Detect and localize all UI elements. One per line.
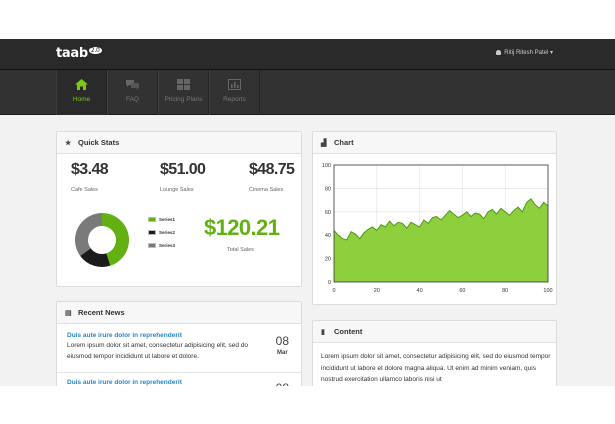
x-tick-label: 40 xyxy=(417,288,423,294)
star-icon: ★ xyxy=(65,140,72,147)
nav-label-faq: FAQ xyxy=(125,96,139,103)
nav-item-faq[interactable]: FAQ xyxy=(107,70,158,115)
donut-slice-series3 xyxy=(75,213,102,256)
y-tick-label: 100 xyxy=(322,163,331,169)
chevron-down-icon: ▾ xyxy=(549,50,553,56)
news-title-link[interactable]: Duis aute irure dolor in reprehenderit xyxy=(67,379,182,386)
legend-series3: Series3 xyxy=(148,243,175,248)
main-nav: Home FAQ Pricing Plans Reports xyxy=(0,70,615,115)
user-menu[interactable]: Ritij Ritesh Patel ▾ xyxy=(496,49,553,56)
dashboard-frame: taab 2.0 Ritij Ritesh Patel ▾ Home FAQ Pr… xyxy=(0,39,615,386)
stat-label: Cafe Sales xyxy=(71,187,98,193)
nav-label-reports: Reports xyxy=(223,96,246,103)
stat-cinema: $48.75 Cinema Sales xyxy=(249,161,295,193)
nav-label-home: Home xyxy=(72,96,91,103)
legend-series2: Series2 xyxy=(148,230,175,235)
y-tick-label: 40 xyxy=(325,233,331,239)
reports-chart-icon xyxy=(228,79,241,90)
stat-lounge: $51.00 Lounge Sales xyxy=(160,161,206,193)
nav-item-reports[interactable]: Reports xyxy=(209,70,260,115)
nav-item-home[interactable]: Home xyxy=(56,70,107,115)
legend-swatch xyxy=(148,217,156,222)
content-panel: ▮ Content Lorem ipsum dolor sit amet, con… xyxy=(312,320,557,386)
recent-news-title: Recent News xyxy=(78,308,125,317)
faq-icon xyxy=(126,80,139,90)
list-icon: ▤ xyxy=(65,310,72,317)
y-tick-label: 20 xyxy=(325,257,331,263)
legend-swatch xyxy=(148,243,156,248)
legend-label: Series1 xyxy=(159,217,176,222)
legend-label: Series3 xyxy=(159,243,176,248)
stat-cafe: $3.48 Cafe Sales xyxy=(71,161,109,193)
signal-bars-icon: ▟ xyxy=(321,140,327,147)
news-item: Duis aute irure dolor in reprehenderit xyxy=(67,379,295,386)
chart-header: ▟ Chart xyxy=(313,132,556,154)
content-header: ▮ Content xyxy=(313,321,556,343)
quick-stats-panel: ★ Quick Stats $3.48 Cafe Sales $51.00 Lou… xyxy=(56,131,302,287)
total-sales-value: $120.21 xyxy=(204,215,280,240)
stat-value: $51.00 xyxy=(160,161,206,178)
user-icon xyxy=(496,50,502,55)
content-text: Lorem ipsum dolor sit amet, consectetur … xyxy=(321,353,551,383)
news-title-link[interactable]: Duis aute irure dolor in reprehenderit xyxy=(67,332,182,339)
donut-chart xyxy=(75,213,129,267)
document-icon: ▮ xyxy=(321,329,325,336)
x-tick-label: 20 xyxy=(374,288,380,294)
stat-label: Cinema Sales xyxy=(249,187,284,193)
donut-slice-series1 xyxy=(102,213,129,266)
content-title: Content xyxy=(334,327,363,336)
news-month: Mar xyxy=(276,350,288,356)
x-tick-label: 80 xyxy=(502,288,508,294)
y-tick-label: 60 xyxy=(325,210,331,216)
y-tick-label: 0 xyxy=(328,280,331,286)
y-tick-label: 80 xyxy=(325,186,331,192)
x-tick-label: 60 xyxy=(459,288,465,294)
quick-stats-title: Quick Stats xyxy=(78,138,120,147)
news-text: Lorem ipsum dolor sit amet, consectetur … xyxy=(67,342,249,360)
news-day: 08 xyxy=(275,334,289,348)
recent-news-panel: ▤ Recent News Duis aute irure dolor in re… xyxy=(56,301,302,386)
legend-series1: Series1 xyxy=(148,217,175,222)
total-sales-label: Total Sales xyxy=(227,247,254,253)
logo[interactable]: taab 2.0 xyxy=(56,46,102,61)
news-day: 08 xyxy=(276,381,289,386)
nav-item-pricing-plans[interactable]: Pricing Plans xyxy=(158,70,209,115)
donut-slice-series2 xyxy=(80,248,111,267)
home-icon xyxy=(75,79,88,90)
area-series-fill xyxy=(334,198,548,282)
news-date: 08 Mar xyxy=(276,334,289,356)
chart-panel: ▟ Chart 0 20 40 60 80 100 0 20 40 60 80 100 xyxy=(312,131,557,305)
legend-label: Series2 xyxy=(159,230,176,235)
top-bar: taab 2.0 Ritij Ritesh Patel ▾ xyxy=(0,39,615,70)
chart-title: Chart xyxy=(334,138,354,147)
nav-label-pricing-plans: Pricing Plans xyxy=(164,96,203,103)
area-chart: 0 20 40 60 80 100 0 20 40 60 80 100 xyxy=(322,163,553,294)
news-date: 08 xyxy=(276,381,289,386)
news-divider xyxy=(57,372,301,373)
x-tick-label: 100 xyxy=(543,288,552,294)
plot-frame xyxy=(333,164,549,283)
stat-value: $48.75 xyxy=(249,161,295,178)
logo-badge: 2.0 xyxy=(88,46,102,54)
recent-news-header: ▤ Recent News xyxy=(57,302,301,324)
user-name: Ritij Ritesh Patel xyxy=(504,50,549,56)
stat-value: $3.48 xyxy=(71,161,109,178)
stat-label: Lounge Sales xyxy=(160,187,194,193)
news-item: Duis aute irure dolor in reprehenderit L… xyxy=(67,332,295,362)
x-tick-label: 0 xyxy=(332,288,335,294)
legend-swatch xyxy=(148,230,156,235)
logo-text: taab xyxy=(56,46,88,61)
quick-stats-header: ★ Quick Stats xyxy=(57,132,301,154)
area-series-line xyxy=(333,198,549,241)
pricing-grid-icon xyxy=(177,79,190,90)
